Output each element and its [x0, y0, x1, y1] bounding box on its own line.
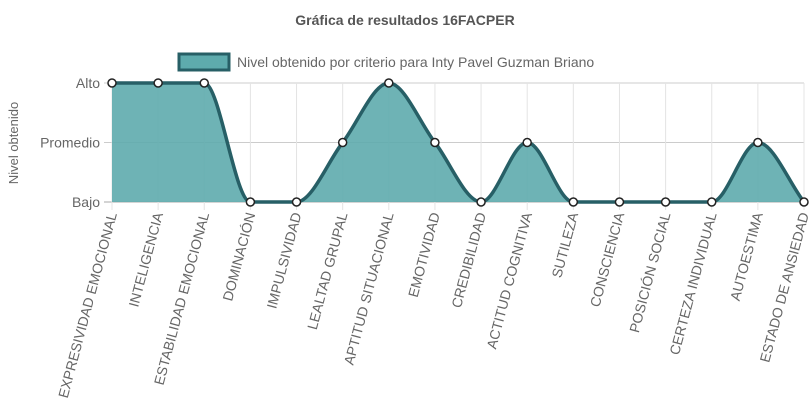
point	[706, 197, 717, 207]
y-tick-label: Bajo	[72, 194, 100, 210]
point	[107, 78, 117, 88]
x-tick-label: APTITUD SITUACIONAL	[341, 210, 397, 366]
point	[245, 197, 256, 207]
x-tick-label: EMOTIVIDAD	[405, 211, 443, 299]
point	[337, 137, 348, 148]
point	[614, 197, 625, 207]
point	[753, 137, 763, 148]
point	[291, 197, 302, 207]
x-tick-label: CREDIBILIDAD	[448, 211, 489, 310]
point	[476, 197, 486, 207]
point	[568, 197, 579, 207]
point	[199, 78, 210, 88]
x-tick-label: DOMINACIÓN	[219, 211, 258, 303]
x-tick-label: CERTEZA INDIVIDUAL	[666, 210, 719, 356]
legend-label: Nivel obtenido por criterio para Inty Pa…	[237, 54, 594, 70]
line	[112, 81, 806, 204]
point	[660, 197, 671, 207]
x-tick-label: LEALTAD GRUPAL	[304, 210, 351, 331]
y-tick-label: Alto	[76, 75, 100, 91]
point	[384, 78, 394, 88]
x-tick-label: SUTILEZA	[548, 210, 581, 279]
point	[430, 137, 440, 148]
y-axis-title: Nivel obtenido	[6, 102, 21, 184]
y-tick-label: Promedio	[40, 135, 100, 151]
point	[153, 78, 163, 88]
legend-swatch	[177, 52, 231, 72]
x-tick-label: AUTOESTIMA	[727, 210, 766, 302]
area	[112, 83, 804, 202]
x-tick-label: CONSCIENCIA	[587, 210, 628, 309]
x-tick-label: IMPULSIVIDAD	[263, 211, 304, 311]
x-tick-label: EXPRESIVIDAD EMOCIONAL	[55, 210, 120, 399]
x-tick-label: INTELIGENCIA	[125, 210, 166, 309]
x-tick-label: ACTITUD COGNITIVA	[483, 210, 535, 351]
x-tick-label: POSICIÓN SOCIAL	[626, 210, 674, 334]
x-tick-label: ESTADO DE ANSIEDAD	[756, 211, 810, 364]
point	[799, 197, 809, 207]
chart-title: Gráfica de resultados 16FACPER	[295, 12, 514, 28]
point	[522, 137, 532, 148]
